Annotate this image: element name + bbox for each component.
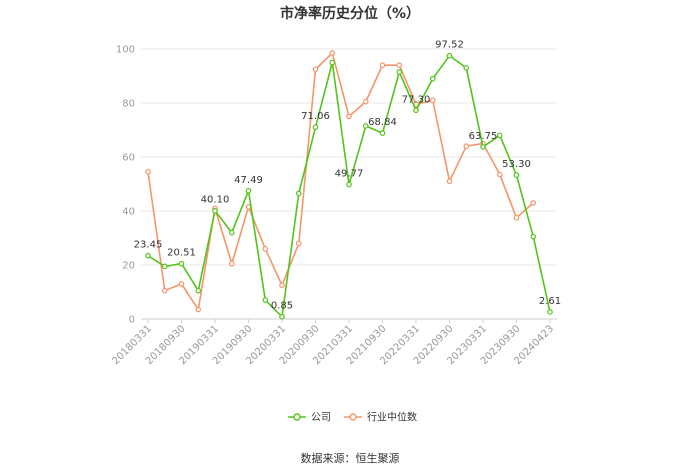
series-point-1 xyxy=(513,214,520,221)
series-point-0 xyxy=(446,52,453,59)
series-point-0 xyxy=(329,59,336,66)
series-point-0 xyxy=(530,233,537,240)
legend-label: 公司 xyxy=(311,413,331,424)
series-point-0 xyxy=(379,130,386,136)
series-point-0 xyxy=(346,181,352,188)
series-point-0 xyxy=(245,187,252,194)
series-point-0 xyxy=(161,263,168,270)
data-label: 97.52 xyxy=(435,40,464,51)
legend: 公司 行业中位数 xyxy=(288,411,417,424)
series-point-0 xyxy=(312,124,319,130)
y-tick-label: 0 xyxy=(129,315,135,326)
series-point-0 xyxy=(429,75,436,82)
data-labels: 23.45 20.51 40.10 47.49 0.85 71.06 49.77 68.84 7… xyxy=(134,40,561,312)
series-point-1 xyxy=(329,50,336,56)
data-label: 77.30 xyxy=(402,94,431,105)
y-tick-label: 80 xyxy=(122,99,135,110)
data-label: 0.85 xyxy=(271,301,293,312)
y-tick-label: 100 xyxy=(116,45,135,56)
series-point-1 xyxy=(161,287,168,294)
series-point-0 xyxy=(463,65,470,71)
y-tick-label: 60 xyxy=(122,153,135,164)
chart-title: 市净率历史分位（%） xyxy=(280,5,420,22)
series-point-0 xyxy=(295,190,302,197)
x-tick-labels: 2018033120180930201903312019093020200331… xyxy=(110,323,556,367)
y-tick-label: 20 xyxy=(122,261,135,272)
series-point-0 xyxy=(195,287,202,294)
series-point-0 xyxy=(413,107,419,114)
series-point-1 xyxy=(145,169,151,175)
series-point-1 xyxy=(178,281,185,287)
series-point-1 xyxy=(195,306,202,313)
series-point-1 xyxy=(362,98,369,105)
series-point-1 xyxy=(312,66,319,73)
series-point-1 xyxy=(379,62,386,68)
data-label: 53.30 xyxy=(502,159,531,170)
series-point-0 xyxy=(547,309,553,315)
series-point-1 xyxy=(396,62,403,68)
series-layer xyxy=(145,50,553,320)
series-point-0 xyxy=(480,144,486,150)
data-label: 23.45 xyxy=(134,240,163,251)
series-point-1 xyxy=(496,171,503,178)
y-tick-labels: 0 20 40 60 80 100 xyxy=(116,45,135,326)
data-label: 40.10 xyxy=(201,195,230,206)
data-label: 49.77 xyxy=(335,169,364,180)
series-point-1 xyxy=(346,113,352,120)
source-text: 数据来源：恒生聚源 xyxy=(301,451,400,465)
series-point-1 xyxy=(228,260,235,267)
y-tick-label: 40 xyxy=(122,207,135,218)
data-label: 20.51 xyxy=(167,248,196,259)
series-point-1 xyxy=(279,282,285,289)
series-point-0 xyxy=(212,207,218,214)
series-point-1 xyxy=(429,97,436,104)
series-line-1 xyxy=(147,51,534,312)
series-point-0 xyxy=(496,132,503,139)
series-point-0 xyxy=(513,172,520,178)
series-point-1 xyxy=(530,200,537,206)
grid xyxy=(141,48,557,323)
legend-marker-1 xyxy=(349,413,357,421)
series-point-0 xyxy=(362,123,369,129)
series-point-0 xyxy=(279,313,285,320)
legend-marker-0 xyxy=(293,413,301,421)
series-point-1 xyxy=(463,143,470,150)
series-point-0 xyxy=(262,297,269,303)
data-label: 2.61 xyxy=(539,296,561,307)
series-point-0 xyxy=(178,260,185,267)
data-label: 63.75 xyxy=(469,131,498,142)
series-point-0 xyxy=(396,69,403,75)
data-label: 71.06 xyxy=(301,111,330,122)
series-point-1 xyxy=(262,246,269,252)
series-point-1 xyxy=(295,240,302,247)
legend-label: 行业中位数 xyxy=(367,411,417,424)
series-point-0 xyxy=(145,252,151,259)
series-point-1 xyxy=(446,178,453,185)
series-point-0 xyxy=(228,229,235,236)
data-label: 68.84 xyxy=(368,117,397,128)
data-label: 47.49 xyxy=(234,175,263,186)
